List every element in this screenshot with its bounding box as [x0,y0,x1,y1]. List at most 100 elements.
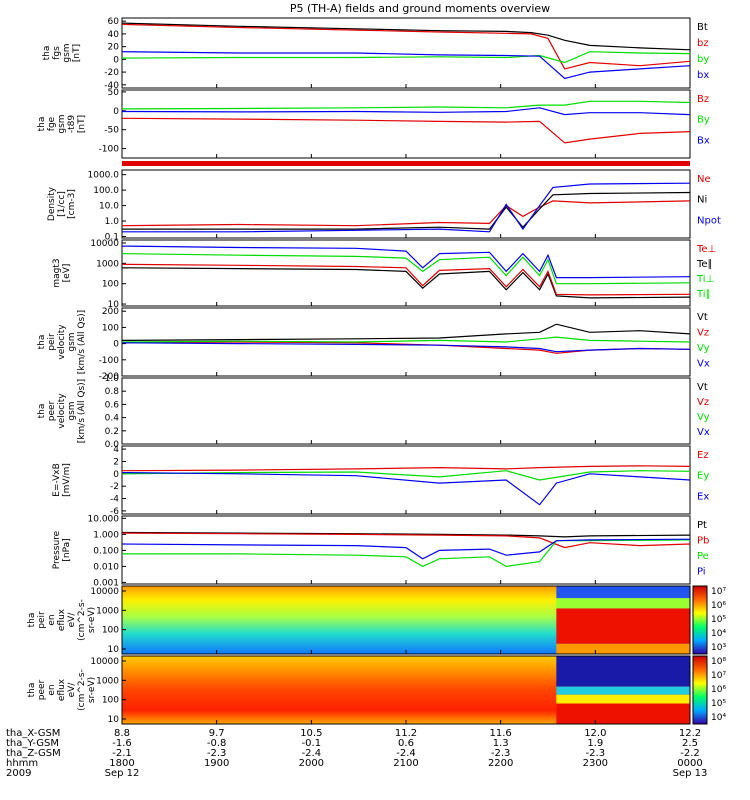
y-tick-label: 10.000 [88,514,120,524]
y-axis-label: (cm^2-s- [77,669,87,711]
y-tick-label: 2 [113,457,119,467]
series-line-te∥ [121,267,691,299]
legend-entry-npot: Npot [697,215,721,226]
spectrogram-mid-band [556,694,690,704]
panel-10: 10⁸ 10⁷ 10⁶ 10⁵ 10⁴ 10000 1000 100 10 tha peer en ef… [27,655,726,725]
y-tick-label: 10 [108,645,120,655]
y-tick-label: -100 [99,356,120,366]
series-line-bx [121,51,691,80]
x-axis-tick-value: 1.3 [493,738,509,749]
series-line-vt [121,323,691,341]
x-axis-tick-value: 1900 [204,758,229,769]
y-axis-label: [km/s (All Qs)] [77,379,87,443]
y-tick-label: 4 [113,445,119,455]
series-line-pt [121,531,691,538]
series-line-by [121,51,691,64]
colorbar [692,585,708,655]
y-axis-label: velocity [57,393,67,429]
x-axis-tick-value: 2100 [393,758,418,769]
y-tick-label: 60 [108,17,120,27]
y-tick-label: 50 [108,88,120,98]
spectrogram-low-band [556,643,690,654]
series-line-bz [121,117,691,144]
y-axis-label: peir [47,333,57,351]
spectrogram-high-energy-band [556,656,690,687]
y-tick-label: -6 [110,507,119,517]
spectrogram-high-energy-band [556,586,690,599]
y-tick-label: 100 [102,626,119,636]
panel-7: 4 2 0 -2 -4 -6 E=-VxB [mV/m] Ez Ey Ex [52,445,709,517]
figure-title: P5 (TH-A) fields and ground moments over… [290,2,550,15]
y-tick-label: 0 [113,340,119,350]
colorbar-tick-label: 10⁶ [711,685,726,695]
x-axis-tick-value: -2.3 [586,748,606,759]
x-axis-tick-value: -1.6 [112,738,132,749]
y-tick-label: 1.0 [105,374,120,384]
legend-entry-vx: Vx [697,359,710,370]
panel-separator-bar [122,161,690,166]
x-axis-tick-value: Sep 12 [105,768,140,779]
colorbar-tick-label: 10⁷ [711,671,726,681]
panel-1: 60 40 20 0 -20 -40 tha fgs gsm [nT] Bt bz by bx [42,17,709,91]
y-tick-label: -4 [110,495,119,505]
y-tick-label: 10 [108,715,120,725]
series-line-ex [121,472,691,506]
legend-entry-ti⊥: Ti⊥ [696,274,714,285]
legend-entry-bx: bx [697,70,709,81]
y-axis-label: eflux [57,678,67,701]
y-tick-label: 0.8 [105,387,120,397]
panel-frame [121,377,691,445]
panel-2: 50 0 -50 -100 tha fge gsm -t89 [nT] Bz By Bx [37,88,710,159]
y-axis-label: eV/ [67,682,77,698]
y-axis-label: peir [37,611,47,629]
legend-entry-vt: Vt [697,312,708,323]
colorbar-tick-label: 10⁶ [711,601,726,611]
x-axis-tick-value: 2300 [583,758,608,769]
series-line-ez [121,465,691,472]
y-axis-label: [nPa] [62,538,72,561]
series-line-vy [121,336,691,343]
y-axis-label: gsm [67,332,77,351]
y-axis-label: en [47,684,57,695]
legend-entry-vt: Vt [697,382,708,393]
y-axis-label: magt3 [52,258,62,287]
series-line-by [121,100,691,110]
y-axis-label: en [47,614,57,625]
panel-frame [121,239,691,307]
y-axis-label: gsm [57,114,67,133]
legend-entry-ey: Ey [697,471,709,482]
y-tick-label: 1000 [96,676,119,686]
legend-entry-te∥: Te∥ [696,259,713,270]
panel-frame [121,515,691,585]
panel-6: 1.0 0.8 0.6 0.4 0.2 0.0 tha peer velocity gsm [km/… [37,374,710,450]
x-axis-row-label: tha_X-GSM [6,728,60,739]
legend-entry-vz: Vz [697,328,709,339]
y-tick-label: 1000.0 [88,171,120,181]
spectrogram-mid-band [556,598,690,609]
y-axis-label: [km/s (All Qs)] [77,310,87,374]
y-axis-label: [eV] [62,264,72,283]
y-tick-label: 0.010 [93,562,119,572]
y-axis-label: fge [47,116,57,131]
y-axis-label: Density [47,186,57,221]
x-axis-tick-value: -2.4 [302,748,322,759]
y-tick-label: -40 [104,81,119,91]
colorbar-tick-label: 10⁸ [711,657,726,667]
legend-entry-pb: Pb [697,536,709,547]
y-tick-label: 0.1 [105,233,119,243]
legend-entry-vz: Vz [697,397,709,408]
x-axis-row-label: 2009 [6,768,31,779]
y-tick-label: 200 [102,307,119,317]
y-axis-label: eflux [57,608,67,631]
spectrogram-mid-band [556,686,690,695]
colorbar-tick-label: 10⁵ [711,699,726,709]
x-axis-tick-value: 2000 [299,758,324,769]
x-axis-tick-value: 0.6 [398,738,414,749]
legend-entry-bt: Bt [697,22,708,33]
y-axis-label: velocity [57,324,67,360]
series-line-pi [121,538,691,560]
y-axis-label: [mV/m] [62,463,72,497]
colorbar-tick-label: 10⁵ [711,615,726,625]
x-axis-tick-value: 12.2 [679,728,701,739]
y-axis-label: (cm^2-s- [77,599,87,641]
